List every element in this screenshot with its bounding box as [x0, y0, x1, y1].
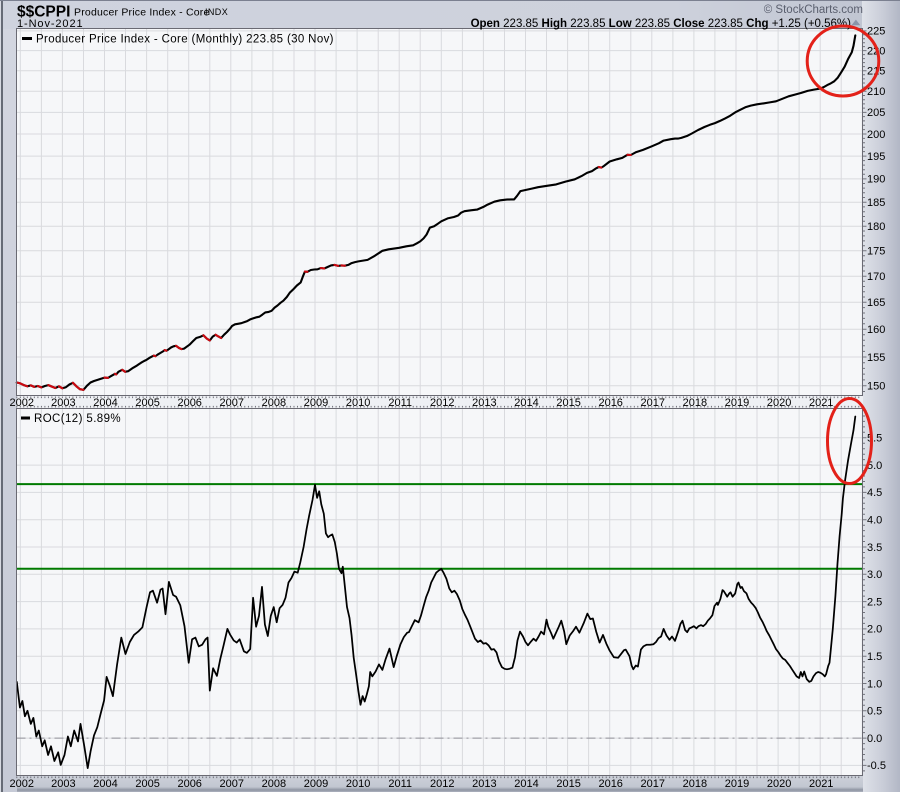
svg-text:2016: 2016	[598, 778, 622, 790]
svg-text:5.5: 5.5	[867, 433, 882, 445]
svg-text:2002: 2002	[10, 397, 34, 409]
svg-text:205: 205	[867, 107, 885, 119]
svg-text:195: 195	[867, 151, 885, 163]
svg-text:2003: 2003	[51, 778, 75, 790]
svg-text:2013: 2013	[472, 778, 496, 790]
svg-text:2006: 2006	[177, 778, 201, 790]
svg-text:5.0: 5.0	[867, 460, 882, 472]
svg-text:175: 175	[867, 246, 885, 258]
svg-text:2008: 2008	[262, 397, 286, 409]
svg-text:2018: 2018	[683, 778, 707, 790]
svg-text:2012: 2012	[430, 778, 454, 790]
svg-text:1-Nov-2021: 1-Nov-2021	[17, 18, 83, 30]
svg-text:$$CPPI: $$CPPI	[17, 4, 70, 21]
svg-text:2021: 2021	[809, 778, 833, 790]
svg-text:185: 185	[867, 197, 885, 209]
svg-text:165: 165	[867, 297, 885, 309]
svg-text:2.5: 2.5	[867, 596, 882, 608]
svg-text:4.5: 4.5	[867, 487, 882, 499]
svg-text:1.0: 1.0	[867, 678, 882, 690]
svg-text:2003: 2003	[51, 397, 75, 409]
svg-text:2021: 2021	[809, 397, 833, 409]
svg-text:2011: 2011	[388, 397, 412, 409]
svg-text:2008: 2008	[262, 778, 286, 790]
svg-text:2002: 2002	[10, 778, 34, 790]
svg-text:1.5: 1.5	[867, 651, 882, 663]
svg-text:155: 155	[867, 352, 885, 364]
svg-text:0.0: 0.0	[867, 733, 882, 745]
svg-text:2007: 2007	[220, 397, 244, 409]
svg-text:170: 170	[867, 271, 885, 283]
svg-text:2019: 2019	[725, 397, 749, 409]
svg-text:160: 160	[867, 324, 885, 336]
svg-text:ROC(12) 5.89%: ROC(12) 5.89%	[34, 413, 121, 425]
svg-text:2005: 2005	[135, 778, 159, 790]
svg-text:2015: 2015	[556, 778, 580, 790]
svg-text:225: 225	[867, 26, 885, 38]
svg-text:2004: 2004	[93, 778, 117, 790]
svg-text:Producer Price Index - Core (M: Producer Price Index - Core (Monthly) 22…	[36, 34, 334, 46]
svg-text:2010: 2010	[346, 778, 370, 790]
svg-text:2012: 2012	[430, 397, 454, 409]
svg-text:2006: 2006	[177, 397, 201, 409]
svg-text:2017: 2017	[641, 778, 665, 790]
svg-text:2007: 2007	[220, 778, 244, 790]
svg-text:-0.5: -0.5	[867, 760, 886, 772]
svg-text:Open 223.85 High 223.85 Low 22: Open 223.85 High 223.85 Low 223.85 Close…	[471, 18, 852, 30]
svg-text:4.0: 4.0	[867, 515, 882, 527]
svg-text:2005: 2005	[135, 397, 159, 409]
svg-text:2004: 2004	[93, 397, 117, 409]
svg-text:© StockCharts.com: © StockCharts.com	[764, 4, 863, 16]
svg-text:190: 190	[867, 174, 885, 186]
svg-text:2020: 2020	[767, 397, 791, 409]
svg-text:210: 210	[867, 86, 885, 98]
svg-text:2015: 2015	[556, 397, 580, 409]
svg-text:2019: 2019	[725, 778, 749, 790]
svg-text:200: 200	[867, 129, 885, 141]
svg-text:2013: 2013	[472, 397, 496, 409]
svg-text:3.0: 3.0	[867, 569, 882, 581]
svg-text:2.0: 2.0	[867, 624, 882, 636]
svg-text:2009: 2009	[304, 397, 328, 409]
svg-text:2018: 2018	[683, 397, 707, 409]
svg-text:2011: 2011	[388, 778, 412, 790]
svg-text:3.5: 3.5	[867, 542, 882, 554]
svg-text:150: 150	[867, 381, 885, 393]
svg-text:2009: 2009	[304, 778, 328, 790]
svg-text:INDX: INDX	[205, 7, 228, 17]
svg-text:2017: 2017	[641, 397, 665, 409]
svg-text:0.5: 0.5	[867, 706, 882, 718]
svg-text:2016: 2016	[598, 397, 622, 409]
svg-text:180: 180	[867, 221, 885, 233]
svg-text:2014: 2014	[514, 397, 538, 409]
svg-text:2010: 2010	[346, 397, 370, 409]
svg-text:Producer Price Index - Core: Producer Price Index - Core	[74, 7, 210, 19]
svg-text:2020: 2020	[767, 778, 791, 790]
svg-text:2014: 2014	[514, 778, 538, 790]
